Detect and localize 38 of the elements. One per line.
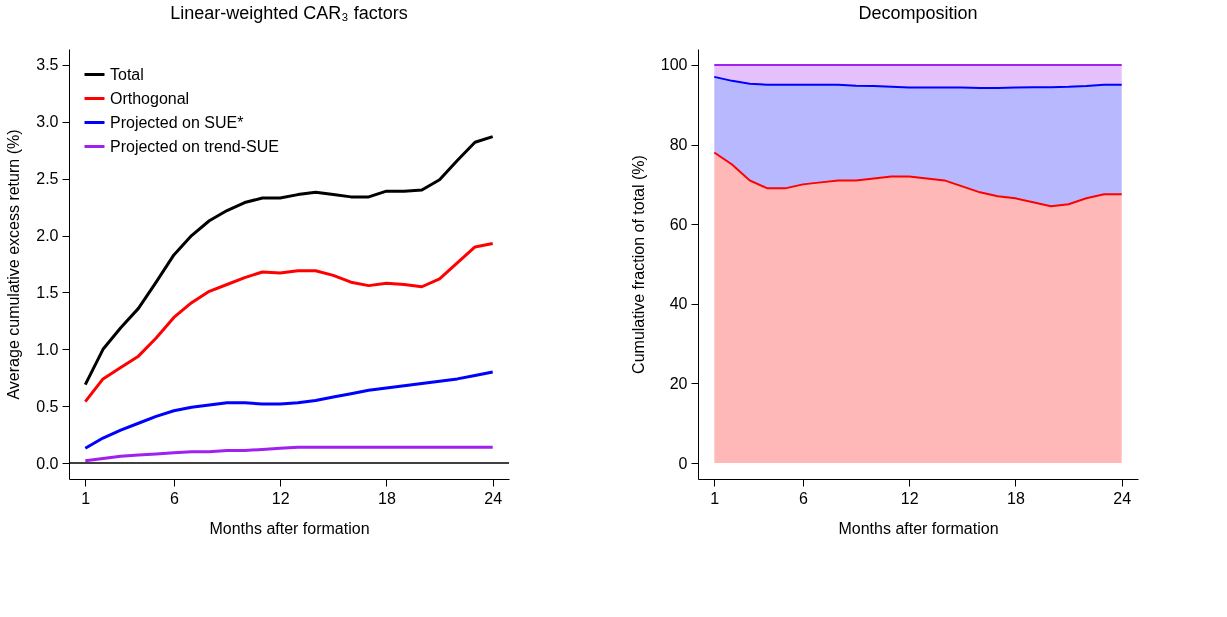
x-tick-label: 12 xyxy=(900,489,919,507)
y-tick-label: 2.5 xyxy=(36,170,59,188)
x-tick-label: 1 xyxy=(710,489,720,507)
y-tick-label: 3.5 xyxy=(36,56,59,74)
chart-title: Decomposition xyxy=(858,3,978,23)
x-tick-label: 6 xyxy=(169,489,179,507)
y-axis-title: Cumulative fraction of total (%) xyxy=(629,155,647,374)
x-tick-label: 6 xyxy=(798,489,808,507)
x-tick-label: 12 xyxy=(271,489,290,507)
legend-label: Projected on trend-SUE xyxy=(110,137,279,155)
x-axis-title: Months after formation xyxy=(209,519,370,537)
y-tick-label: 1.5 xyxy=(36,283,59,301)
y-tick-label: 20 xyxy=(669,374,688,392)
x-tick-label: 24 xyxy=(1113,489,1132,507)
x-tick-label: 18 xyxy=(378,489,396,507)
x-tick-label: 18 xyxy=(1007,489,1025,507)
y-tick-label: 60 xyxy=(669,215,688,233)
y-tick-label: 40 xyxy=(669,295,688,313)
y-tick-label: 2.0 xyxy=(36,227,59,245)
y-tick-label: 100 xyxy=(660,56,688,74)
y-tick-label: 1.0 xyxy=(36,340,59,358)
legend-label: Total xyxy=(110,65,144,83)
y-tick-label: 80 xyxy=(669,136,688,154)
line-series xyxy=(83,135,495,387)
y-axis-title: Average cumulative excess return (%) xyxy=(5,129,23,400)
chart-title: Linear-weighted CAR₃ factors xyxy=(170,3,408,23)
x-tick-label: 24 xyxy=(484,489,503,507)
y-tick-label: 0 xyxy=(678,454,688,472)
y-tick-label: 3.0 xyxy=(36,113,59,131)
y-tick-label: 0.5 xyxy=(36,397,59,415)
x-tick-label: 1 xyxy=(81,489,91,507)
line-series xyxy=(83,445,495,463)
legend-label: Orthogonal xyxy=(110,89,190,107)
y-tick-label: 0.0 xyxy=(36,454,59,472)
x-axis-title: Months after formation xyxy=(838,519,999,537)
legend-label: Projected on SUE* xyxy=(110,113,244,131)
line-series xyxy=(83,370,495,450)
line-series xyxy=(83,242,495,404)
